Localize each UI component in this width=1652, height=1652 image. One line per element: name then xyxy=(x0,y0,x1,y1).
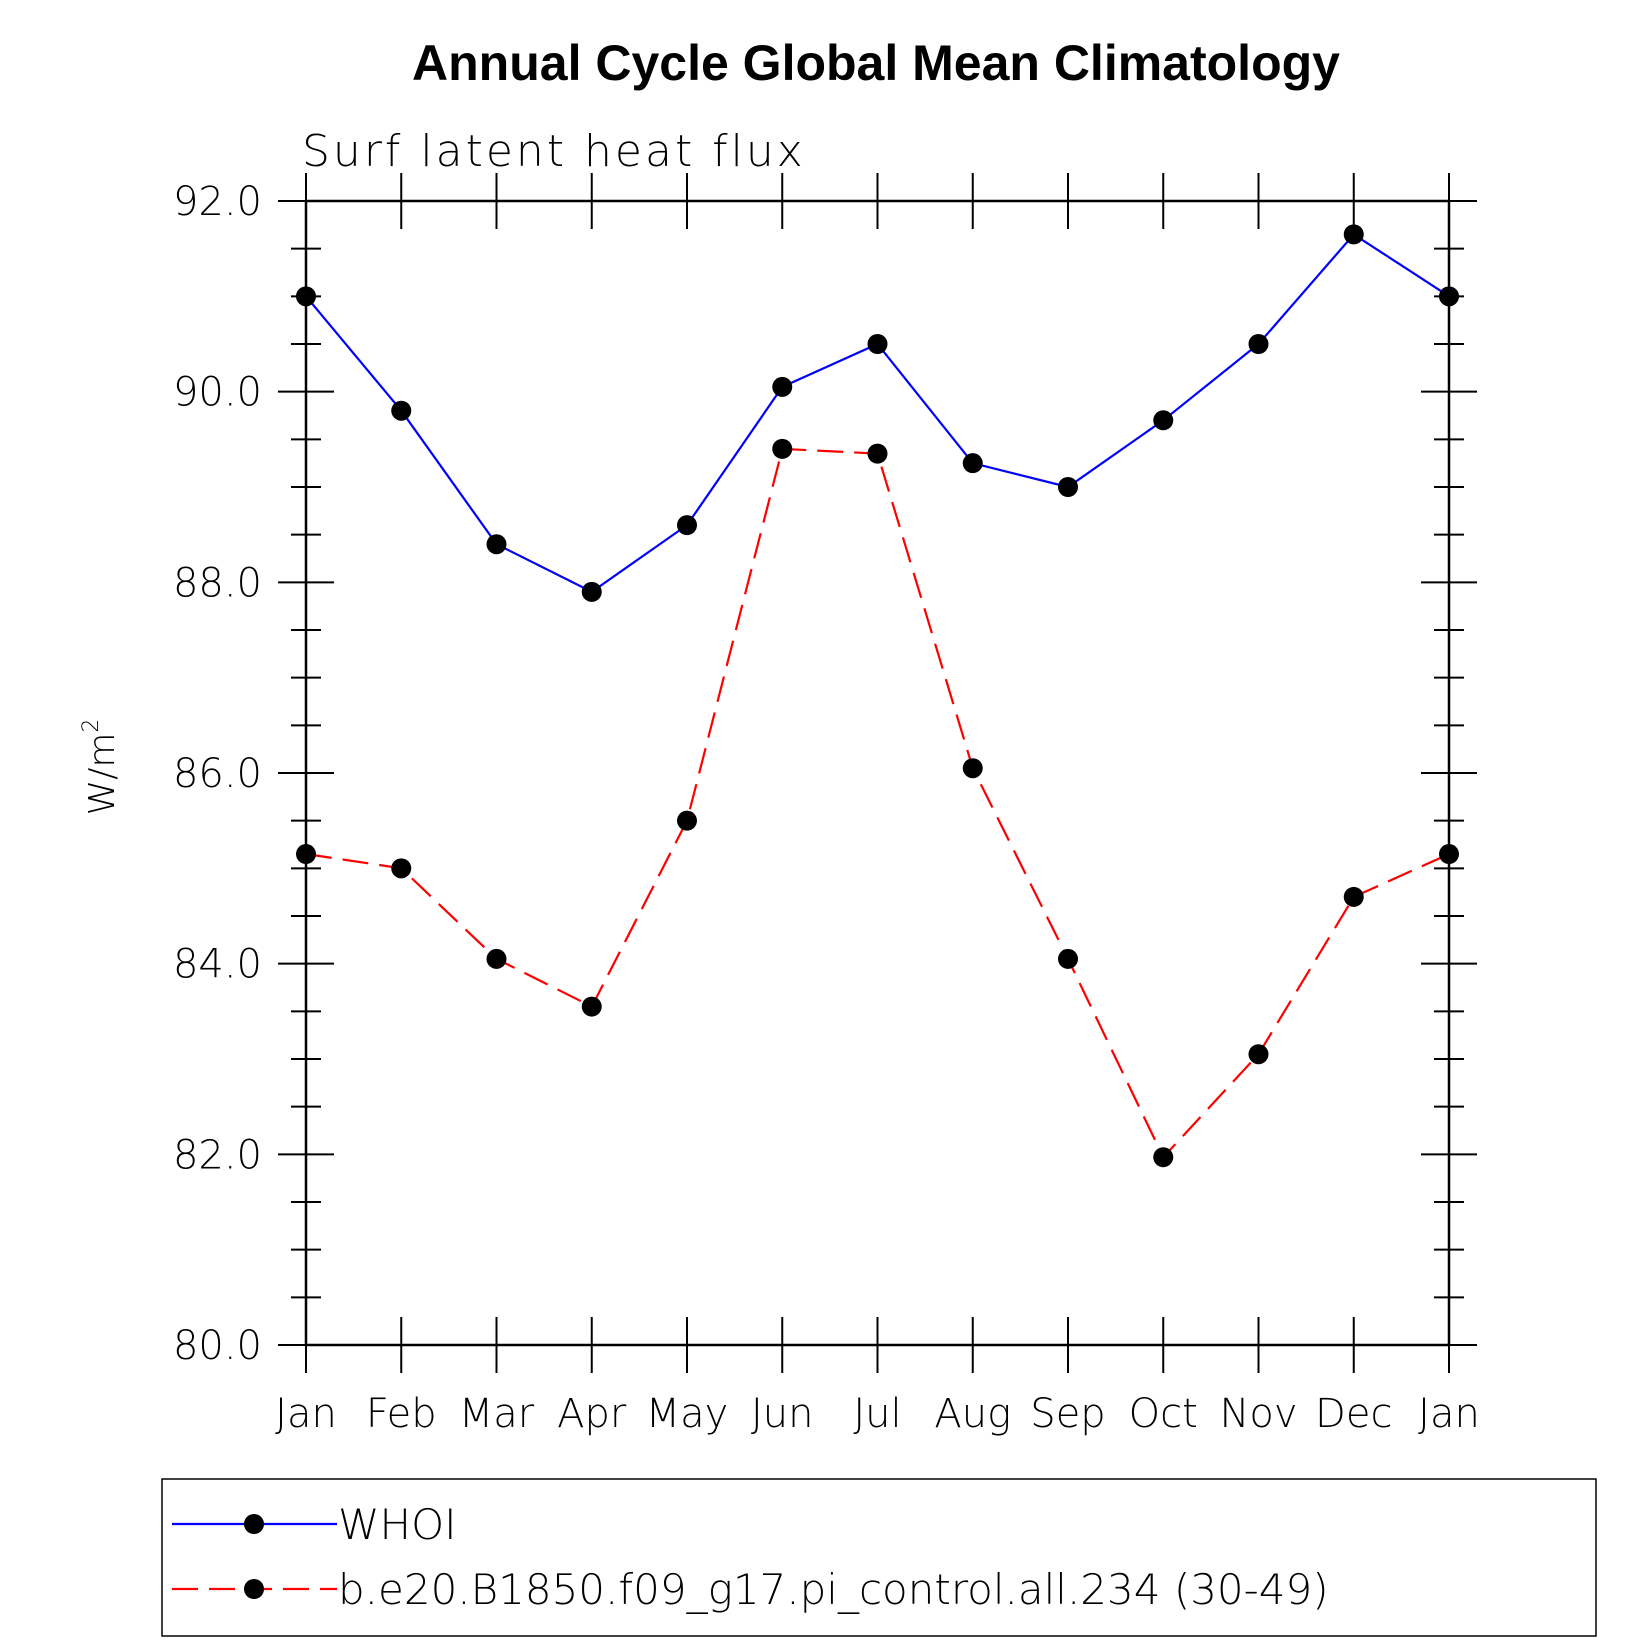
plot-frame xyxy=(304,199,1451,1347)
data-point xyxy=(772,376,793,397)
legend: WHOI b.e20.B1850.f09_g17.pi_control.all.2… xyxy=(161,1478,1597,1637)
x-tick-label: Sep xyxy=(1030,1391,1105,1437)
x-tick-label: Jun xyxy=(751,1391,814,1437)
data-point xyxy=(1153,410,1174,431)
data-point xyxy=(581,996,602,1017)
y-axis-label: W/m2 xyxy=(79,719,123,816)
axes: 80.0 82.0 84.0 86.0 88.0 90.0 92.0 Jan Feb Mar Apr… xyxy=(173,173,1480,1437)
y-tick-label: 80.0 xyxy=(173,1323,262,1369)
y-tick-label: 86.0 xyxy=(173,751,262,797)
data-point xyxy=(581,581,602,602)
x-tick-label: Mar xyxy=(459,1391,535,1437)
data-point xyxy=(1248,334,1269,354)
x-tick-label: May xyxy=(646,1391,729,1437)
data-point xyxy=(486,948,507,969)
series-line xyxy=(305,447,1450,1160)
x-tick-label: Apr xyxy=(557,1391,627,1437)
legend-label: WHOI xyxy=(338,1500,457,1549)
x-tick-label: Aug xyxy=(934,1391,1011,1437)
data-point xyxy=(296,844,316,865)
data-point xyxy=(677,515,697,536)
data-point xyxy=(867,334,888,354)
legend-box xyxy=(161,1478,1597,1637)
x-tick-label: Jan xyxy=(1418,1391,1480,1437)
y-tick-label: 90.0 xyxy=(173,370,262,416)
data-point xyxy=(296,286,316,307)
data-point xyxy=(1058,477,1078,497)
series-1 xyxy=(296,224,1459,602)
series-line xyxy=(305,232,1450,594)
data-point xyxy=(1248,1044,1269,1065)
chart-subtitle: Surf latent heat flux xyxy=(302,126,806,177)
y-axis-label-text: W/m xyxy=(82,733,123,816)
data-point xyxy=(677,810,697,831)
series-group xyxy=(296,224,1459,1168)
y-tick-label: 88.0 xyxy=(173,560,262,606)
x-tick-label: Feb xyxy=(366,1391,437,1437)
data-point xyxy=(1439,844,1459,865)
chart-title: Annual Cycle Global Mean Climatology xyxy=(412,35,1340,91)
data-point xyxy=(867,443,888,464)
y-axis-label-superscript: 2 xyxy=(79,719,104,733)
legend-entry-1: WHOI xyxy=(172,1500,457,1549)
legend-marker xyxy=(244,1579,264,1599)
legend-marker xyxy=(244,1514,264,1534)
data-point xyxy=(772,438,793,459)
legend-label: b.e20.B1850.f09_g17.pi_control.all.234 (… xyxy=(338,1565,1329,1614)
x-tick-label: Dec xyxy=(1315,1391,1392,1437)
data-point xyxy=(1439,286,1459,307)
x-tick-label: Nov xyxy=(1219,1391,1297,1437)
data-point xyxy=(391,400,412,421)
legend-entry-2: b.e20.B1850.f09_g17.pi_control.all.234 (… xyxy=(172,1565,1329,1614)
x-tick-label: Jul xyxy=(853,1391,901,1437)
x-tick-label: Oct xyxy=(1129,1391,1198,1437)
data-point xyxy=(1343,224,1364,245)
y-tick-label: 92.0 xyxy=(173,179,262,225)
y-tick-label: 84.0 xyxy=(173,942,262,988)
y-tick-label: 82.0 xyxy=(173,1132,262,1178)
data-point xyxy=(1343,886,1364,907)
x-tick-label: Jan xyxy=(275,1391,337,1437)
data-point xyxy=(1058,948,1078,969)
data-point xyxy=(962,453,983,474)
data-point xyxy=(391,858,412,879)
data-point xyxy=(1153,1147,1174,1168)
data-point xyxy=(486,534,507,555)
series-2 xyxy=(296,438,1459,1168)
data-point xyxy=(962,758,983,779)
